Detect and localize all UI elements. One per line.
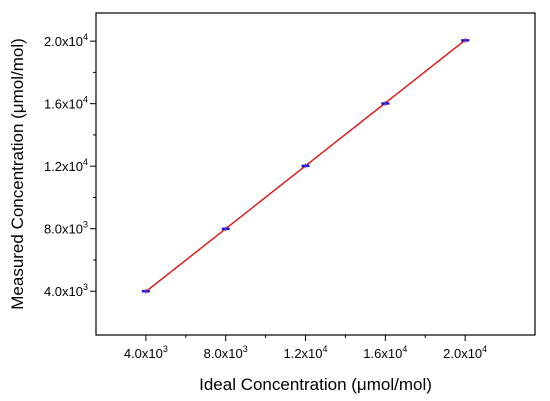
plot-frame xyxy=(95,12,536,336)
y-tick-label: 4.0x103 xyxy=(44,282,88,299)
x-axis-ticks: 4.0x103 8.0x103 1.2x104 1.6x104 2.0x104 xyxy=(124,335,487,361)
x-tick-label: 4.0x103 xyxy=(124,344,168,361)
y-tick-label: 1.2x104 xyxy=(44,157,88,174)
y-tick-label: 8.0x103 xyxy=(44,220,88,237)
y-tick-label: 2.0x104 xyxy=(44,32,88,49)
x-tick-label: 1.2x104 xyxy=(283,344,327,361)
x-axis-label: Ideal Concentration (μmol/mol) xyxy=(199,375,432,394)
y-axis-ticks: 4.0x103 8.0x103 1.2x104 1.6x104 2.0x104 xyxy=(44,32,96,299)
x-tick-label: 8.0x103 xyxy=(204,344,248,361)
y-axis-label: Measured Concentration (μmol/mol) xyxy=(8,38,27,310)
y-tick-label: 1.6x104 xyxy=(44,95,88,112)
x-tick-label: 2.0x104 xyxy=(443,344,487,361)
x-tick-label: 1.6x104 xyxy=(363,344,407,361)
plot-area xyxy=(141,37,470,294)
